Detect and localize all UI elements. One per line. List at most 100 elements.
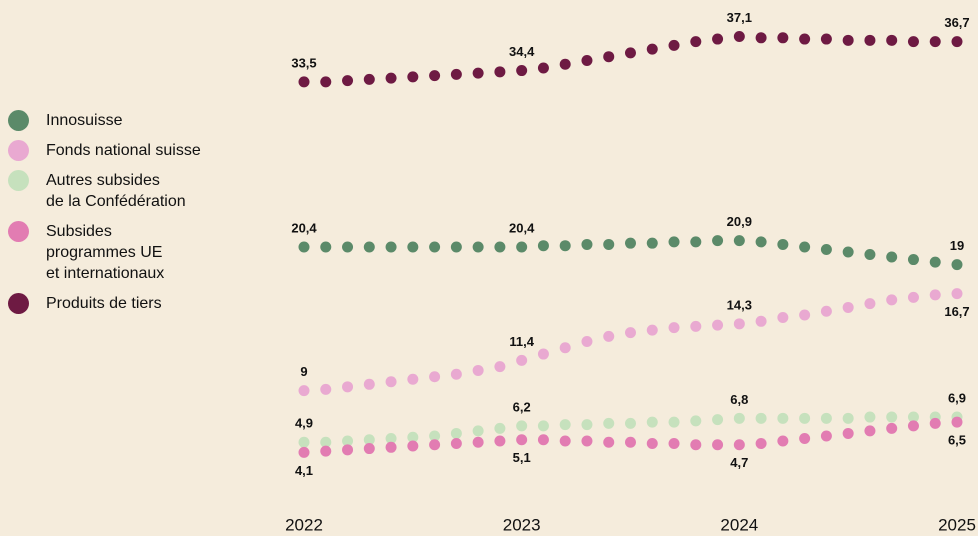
legend-label: Innosuisse (46, 112, 123, 129)
dot (820, 305, 832, 317)
dot (407, 71, 419, 83)
value-label: 6,2 (513, 399, 531, 414)
dot (537, 434, 549, 446)
legend-label: Autres subsides de la Confédération (46, 172, 186, 210)
dot (820, 412, 832, 424)
dot (907, 254, 919, 266)
dot (864, 298, 876, 310)
dot (712, 33, 724, 45)
dot (690, 415, 702, 427)
dot (429, 371, 441, 383)
dot (363, 434, 375, 446)
dot (559, 435, 571, 447)
dot (429, 70, 441, 82)
legend-swatch (8, 170, 29, 191)
dot (494, 361, 506, 373)
dot (385, 441, 397, 453)
legend-item: Fonds national suisse (8, 140, 201, 161)
dot (516, 354, 528, 366)
dot (668, 322, 680, 334)
dot (472, 436, 484, 448)
dot (363, 443, 375, 455)
dot (777, 32, 789, 44)
dot (690, 320, 702, 332)
dot (886, 251, 898, 263)
dot (320, 241, 332, 253)
dot (298, 76, 310, 88)
dot (886, 411, 898, 423)
dot (755, 412, 767, 424)
value-label: 16,7 (944, 304, 969, 319)
dot (625, 436, 636, 448)
legend-item: Subsides programmes UE et internationaux (8, 221, 201, 284)
x-tick-label: 2022 (285, 515, 323, 534)
dot (777, 238, 789, 250)
dot (537, 62, 549, 74)
dot (929, 417, 941, 429)
value-label: 20,4 (291, 220, 317, 235)
dot (733, 235, 745, 247)
dot (886, 294, 898, 306)
dot (603, 51, 615, 63)
dot (733, 412, 745, 424)
dot (472, 364, 484, 376)
dot (755, 236, 767, 248)
dot (690, 36, 702, 48)
legend-swatch (8, 293, 29, 314)
x-tick-label: 2025 (938, 515, 976, 534)
dot (320, 383, 332, 395)
value-label: 19 (950, 238, 964, 253)
dot (603, 417, 615, 429)
dot (907, 420, 919, 432)
dot (799, 309, 811, 321)
dot (907, 411, 919, 423)
x-tick-label: 2024 (720, 515, 758, 534)
dot (820, 430, 832, 442)
value-label: 34,4 (509, 44, 535, 59)
dot (733, 31, 745, 43)
dot (755, 32, 767, 44)
dot (407, 241, 419, 253)
dot (537, 420, 549, 432)
dot (864, 249, 876, 261)
dot (320, 76, 332, 88)
value-label: 9 (300, 364, 307, 379)
dot (712, 235, 724, 247)
dot (516, 434, 528, 446)
dot (842, 412, 854, 424)
dot (864, 34, 876, 46)
dot (450, 68, 462, 80)
dot (907, 36, 919, 48)
dot (450, 241, 462, 253)
x-tick-label: 2023 (503, 515, 541, 534)
dot (755, 315, 767, 327)
dot (472, 241, 484, 253)
dot (429, 430, 441, 442)
dot (777, 435, 789, 447)
dot (429, 241, 441, 253)
dot (450, 368, 462, 380)
dot (777, 412, 789, 424)
dot (494, 241, 506, 253)
dot (646, 416, 658, 428)
dot (625, 237, 636, 249)
dot (342, 444, 354, 456)
dot (559, 419, 571, 431)
value-label: 6,5 (948, 433, 966, 448)
dot (646, 324, 658, 336)
legend: Innosuisse Fonds national suisse Autres su… (8, 110, 201, 314)
dot (298, 241, 310, 253)
dot (690, 439, 702, 451)
dot (342, 381, 354, 393)
dot (929, 289, 941, 301)
value-label: 20,4 (509, 220, 535, 235)
value-label: 4,9 (295, 416, 313, 431)
dot (581, 54, 593, 66)
dot (450, 438, 462, 450)
dot (298, 446, 310, 458)
dot (668, 39, 680, 51)
dot (516, 241, 528, 253)
dot (712, 414, 724, 426)
value-label: 6,9 (948, 390, 966, 405)
